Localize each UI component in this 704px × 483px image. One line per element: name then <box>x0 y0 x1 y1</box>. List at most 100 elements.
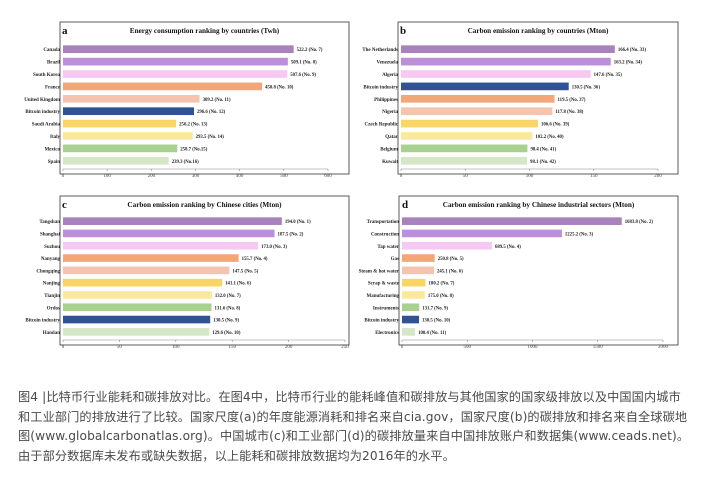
panel-b-value-label-2: 147.6 (No. 35) <box>594 73 623 78</box>
panel-d-bar-8 <box>402 315 420 324</box>
panel-c-category-label-0: Tangshan <box>39 220 60 225</box>
panel-b-value-label-9: 98.1 (No. 42) <box>530 160 556 165</box>
panel-d-category-label-2: Tap water <box>377 245 399 250</box>
panel-b-letter: b <box>400 25 406 37</box>
panel-c-x-tick-label-0: 0 <box>62 345 65 350</box>
panel-d-value-label-7: 131.7 (No. 9) <box>422 306 448 311</box>
panel-c-x-tick-label-4: 200 <box>285 345 293 350</box>
panel-d-bar-4 <box>402 266 434 275</box>
panel-d-bar-9 <box>402 328 416 336</box>
panel-a-value-label-5: 296.6 (No. 12) <box>197 110 226 115</box>
panel-a-bar-0 <box>63 45 294 54</box>
panel-c-category-label-5: Nanjing <box>43 282 61 287</box>
panel-d-x-tick-label-0: 0 <box>401 345 404 350</box>
panel-c-value-label-9: 129.6 (No. 10) <box>212 331 241 336</box>
panel-b-category-label-9: Kuwait <box>382 160 398 165</box>
panel-b-value-label-3: 130.5 (No. 36) <box>572 85 601 90</box>
panel-a-bar-5 <box>63 107 194 116</box>
panel-c-category-label-6: Tianjin <box>44 294 60 299</box>
panel-a-category-label-4: United Kingdom <box>24 98 61 103</box>
panel-c-letter: c <box>62 199 67 211</box>
panel-d-x-tick-label-1: 500 <box>464 345 472 350</box>
panel-a-category-label-3: France <box>45 85 61 90</box>
panel-d-value-label-3: 250.8 (No. 5) <box>438 257 464 262</box>
panel-c-value-label-6: 132.0 (No. 7) <box>215 294 241 299</box>
panel-b-x-tick-label-1: 50 <box>463 174 469 179</box>
panel-b-bar-8 <box>401 144 528 153</box>
panel-b-category-label-0: The Netherlands <box>362 48 398 53</box>
panel-d-value-label-0: 1683.8 (No. 2) <box>625 220 654 225</box>
panel-c-category-label-4: Chongqing <box>36 269 60 274</box>
panel-a-x-tick-label-5: 500 <box>280 174 288 179</box>
panel-a-category-label-9: Spain <box>48 160 60 165</box>
panel-d-frame <box>398 195 679 346</box>
panel-a-x-tick-label-3: 300 <box>192 174 200 179</box>
panel-c-bar-5 <box>63 278 223 287</box>
panel-b-frame <box>397 21 679 175</box>
panel-a-bar-6 <box>63 119 177 128</box>
panel-c-x-tick-label-1: 50 <box>117 345 123 350</box>
panel-c-value-label-2: 173.0 (No. 3) <box>261 245 287 250</box>
panel-c-value-label-3: 155.7 (No. 4) <box>242 257 268 262</box>
panel-b-value-label-8: 98.4 (No. 41) <box>530 147 556 152</box>
panel-d-category-label-4: Steam & hot water <box>359 269 400 274</box>
panel-c-x-tick-label-2: 100 <box>172 345 180 350</box>
panel-a-category-label-7: Italy <box>50 135 61 140</box>
panel-c-bar-7 <box>63 303 212 312</box>
panel-b-value-label-6: 106.6 (No. 39) <box>541 123 570 128</box>
panel-d-category-label-6: Manufacturing <box>367 294 400 299</box>
panel-d-letter: d <box>402 199 408 211</box>
panel-d-x-tick-label-2: 1000 <box>528 345 539 350</box>
panel-a-bar-8 <box>63 144 178 153</box>
panel-c-bar-9 <box>63 328 210 336</box>
panel-c-category-label-1: Shanghai <box>40 232 61 237</box>
panel-a-frame <box>59 21 350 175</box>
panel-b-x-tick-label-2: 100 <box>526 174 534 179</box>
panel-a-value-label-0: 522.2 (No. 7) <box>297 48 323 53</box>
panel-d-bar-0 <box>402 217 622 225</box>
panel-c-bar-8 <box>63 315 211 324</box>
panel-a-bar-3 <box>63 82 263 91</box>
panel-a-x-tick-label-2: 200 <box>148 174 156 179</box>
panel-d-category-label-3: Gas <box>391 257 399 262</box>
panel-c-value-label-4: 147.5 (No. 5) <box>232 269 258 274</box>
panel-b-bar-5 <box>401 107 553 116</box>
panel-c-bar-6 <box>63 291 212 299</box>
panel-a-bar-1 <box>63 57 288 66</box>
panel-b-value-label-4: 119.5 (No. 37) <box>558 98 586 103</box>
panel-c-bar-4 <box>63 266 230 275</box>
panel-a-x-tick-label-1: 100 <box>103 174 111 179</box>
panel-b-bar-1 <box>401 57 611 66</box>
panel-b-category-label-1: Venezuela <box>377 61 399 66</box>
panel-b-category-label-6: Czech Republic <box>365 123 399 128</box>
panel-a-category-label-0: Canada <box>43 48 60 53</box>
panel-c-category-label-2: Suzhou <box>44 245 60 250</box>
panel-c-bar-3 <box>63 254 239 262</box>
panel-a-value-label-6: 256.2 (No. 13) <box>179 123 208 128</box>
panel-b-title: Carbon emission ranking by countries (Mt… <box>468 27 609 35</box>
panel-a-bar-9 <box>63 156 169 165</box>
panel-b-bar-0 <box>401 45 615 54</box>
panel-c-value-label-8: 130.5 (No. 9) <box>213 319 239 324</box>
panel-a-value-label-9: 239.3 (No.16) <box>172 160 199 165</box>
panel-a-letter: a <box>62 25 68 37</box>
panel-d-bar-1 <box>402 229 562 238</box>
panel-d-bar-7 <box>402 303 420 312</box>
panel-d-value-label-5: 180.2 (No. 7) <box>429 282 455 287</box>
panel-b-category-label-4: Philippines <box>374 98 398 103</box>
panel-d-value-label-4: 245.1 (No. 6) <box>437 269 463 274</box>
panel-d-category-label-7: Instruments <box>373 306 399 311</box>
panel-b-x-tick-label-4: 200 <box>654 174 662 179</box>
panel-a-x-tick-label-6: 600 <box>324 174 332 179</box>
panel-c-bar-1 <box>63 229 275 238</box>
panel-a-x-tick-label-0: 0 <box>62 174 65 179</box>
panel-b-value-label-1: 163.2 (No. 34) <box>614 61 643 66</box>
panel-d-value-label-2: 689.5 (No. 4) <box>495 245 521 250</box>
panel-a-category-label-2: South Korea <box>33 73 60 78</box>
panel-b-value-label-7: 102.2 (No. 40) <box>535 135 564 140</box>
panel-a-title: Energy consumption ranking by countries … <box>130 27 280 35</box>
panel-d-category-label-9: Electronics <box>375 331 399 336</box>
panel-a-value-label-1: 509.1 (No. 8) <box>291 61 317 66</box>
panel-a-bar-2 <box>63 70 288 78</box>
panel-b-value-label-0: 166.4 (No. 33) <box>618 48 647 53</box>
